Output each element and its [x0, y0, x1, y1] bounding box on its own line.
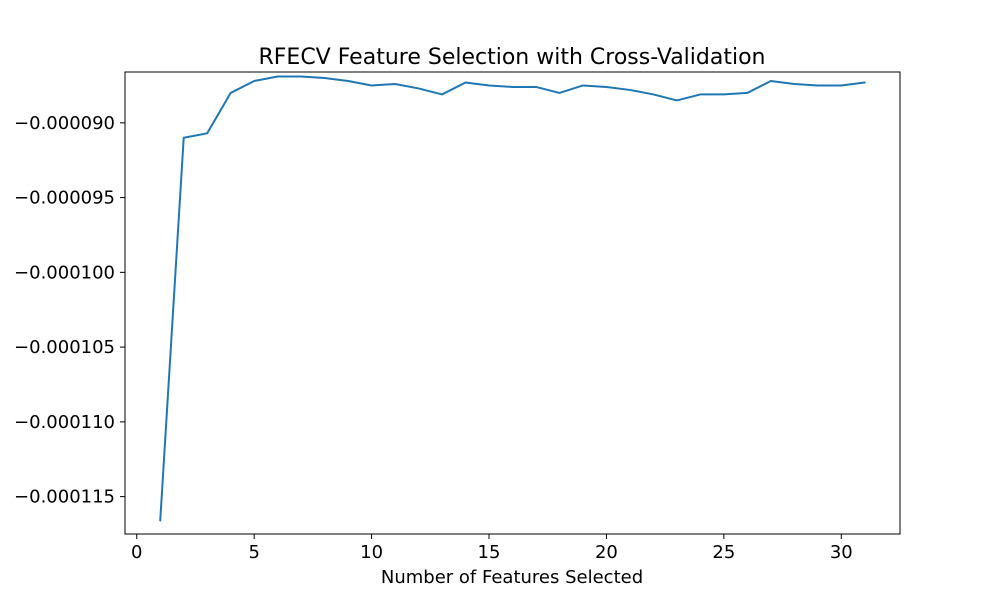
x-tick-label: 30	[830, 542, 853, 563]
series-line	[159, 75, 866, 522]
x-axis-label: Number of Features Selected	[381, 567, 643, 588]
x-tick-label: 5	[248, 542, 259, 563]
y-axis: −0.000090 −0.000095 −0.000100 −0.000105 −0.0…	[14, 113, 125, 508]
y-tick-label: −0.000110	[14, 412, 115, 433]
x-tick-label: 15	[478, 542, 501, 563]
x-tick-label: 20	[595, 542, 618, 563]
y-tick-label: −0.000090	[14, 113, 115, 134]
x-axis: 0 5 10 15 20 25 30	[131, 534, 853, 563]
x-tick-label: 10	[360, 542, 383, 563]
x-tick-label: 0	[131, 542, 142, 563]
y-tick-label: −0.000105	[14, 337, 115, 358]
chart-title: RFECV Feature Selection with Cross-Valid…	[258, 45, 765, 70]
plot-frame	[124, 71, 901, 535]
x-tick-label: 25	[712, 542, 735, 563]
y-tick-label: −0.000100	[14, 262, 115, 283]
series-group	[159, 75, 866, 522]
y-tick-label: −0.000095	[14, 188, 115, 209]
y-tick-label: −0.000115	[14, 487, 115, 508]
